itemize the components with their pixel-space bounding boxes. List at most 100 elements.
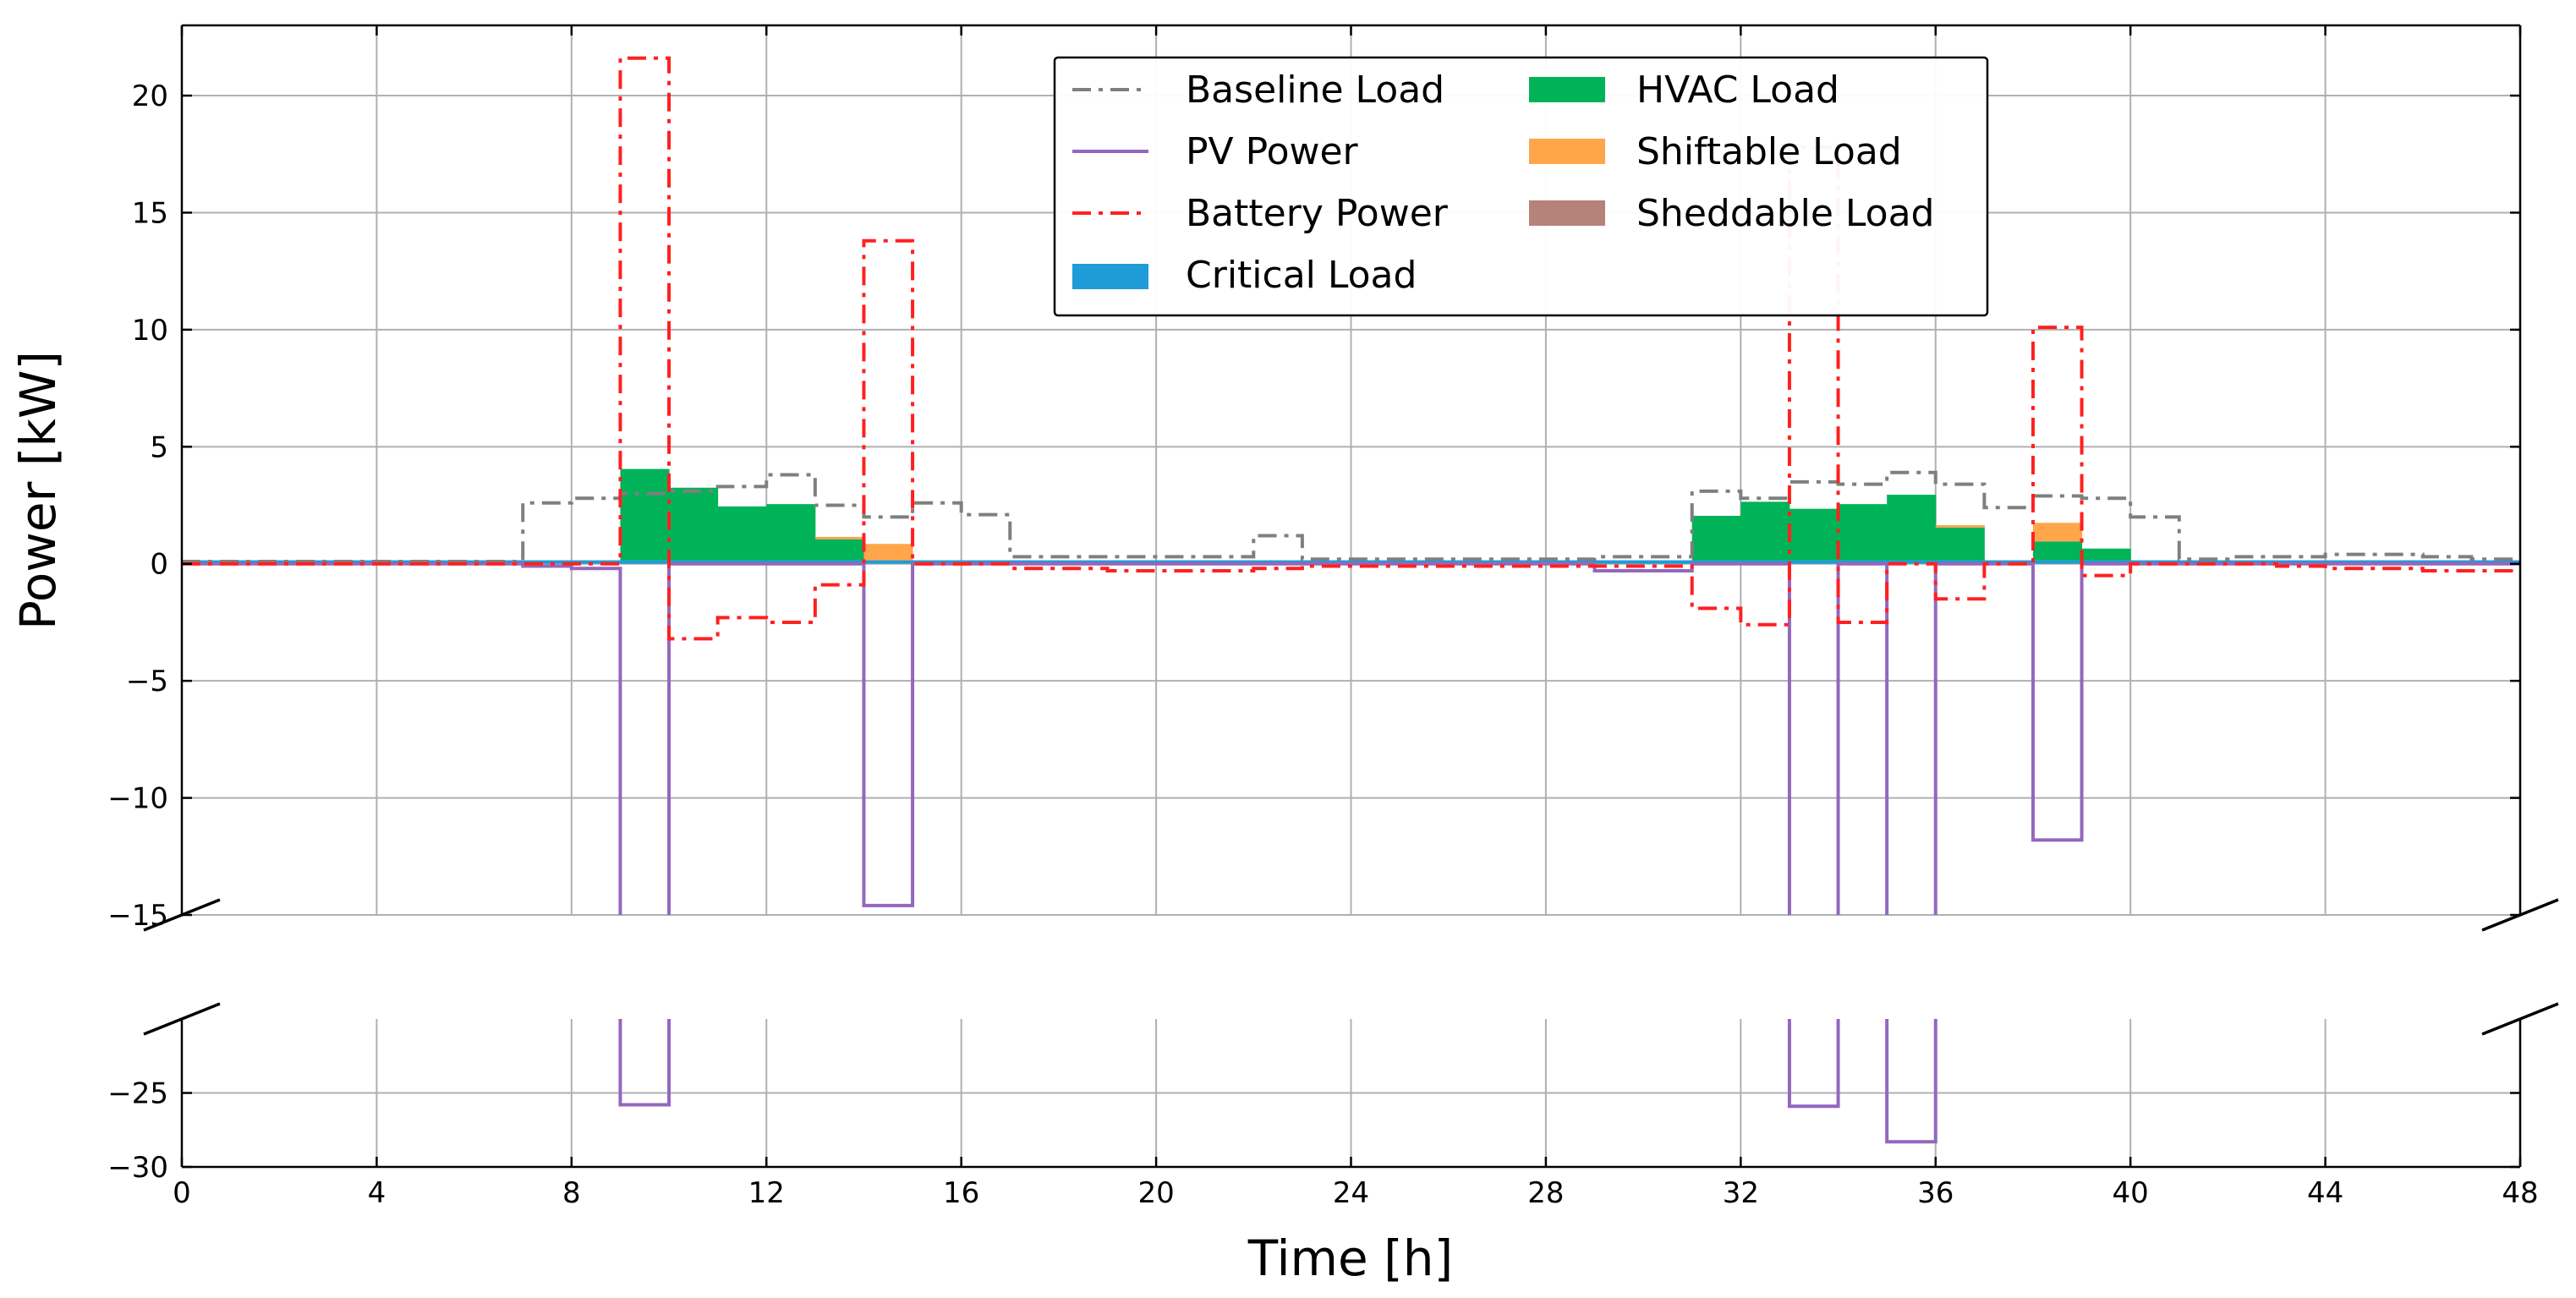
y-tick-label: −10 (107, 782, 168, 816)
line-pv-power-upper (182, 561, 2520, 915)
bar-critical-load (1058, 560, 1108, 564)
x-tick-label: 28 (1527, 1176, 1564, 1210)
bar-critical-load (230, 560, 280, 564)
bar-critical-load (1789, 560, 1839, 564)
y-tick-label: 20 (132, 79, 168, 113)
bar-critical-load (2228, 560, 2277, 564)
bar-critical-load (2081, 560, 2131, 564)
bar-critical-load (571, 560, 621, 564)
bar-hvac-load (1887, 495, 1937, 561)
bar-hvac-load (669, 487, 719, 561)
bar-critical-load (2276, 560, 2327, 564)
bar-critical-load (2422, 560, 2472, 564)
x-tick-label: 40 (2113, 1176, 2149, 1210)
bar-critical-load (2471, 560, 2521, 564)
bar-hvac-load (814, 539, 864, 561)
legend-battery-label: Battery Power (1186, 192, 1449, 235)
lines-layer (182, 56, 2520, 1144)
x-axis-title: Time [h] (1247, 1230, 1453, 1287)
bar-critical-load (182, 560, 232, 564)
legend-sheddable-swatch (1529, 200, 1605, 226)
y-tick-label: −15 (107, 899, 168, 933)
line-baseline-load-upper (182, 470, 2520, 563)
legend-critical-swatch (1072, 264, 1148, 289)
line-battery-power-upper (182, 56, 2520, 641)
y-tick-label: −25 (107, 1077, 168, 1111)
y-tick-label: 0 (150, 548, 168, 582)
legend-shiftable-label: Shiftable Load (1636, 130, 1902, 173)
bar-critical-load (1253, 560, 1303, 564)
bar-critical-load (1838, 560, 1888, 564)
bar-hvac-load (620, 468, 670, 561)
bar-critical-load (620, 560, 670, 564)
y-tick-label: 5 (150, 430, 168, 464)
bar-critical-load (1351, 560, 1400, 564)
x-tick-label: 24 (1333, 1176, 1369, 1210)
bar-shiftable-load (2032, 523, 2083, 542)
bar-critical-load (1887, 560, 1937, 564)
legend-hvac-label: HVAC Load (1636, 68, 1839, 112)
x-tick-label: 36 (1917, 1176, 1954, 1210)
bar-shiftable-load (863, 544, 913, 561)
x-tick-label: 20 (1137, 1176, 1174, 1210)
bar-hvac-load (1838, 504, 1888, 561)
bar-critical-load (669, 560, 719, 564)
bar-critical-load (1010, 560, 1060, 564)
x-tick-label: 12 (748, 1176, 785, 1210)
bar-critical-load (863, 560, 913, 564)
ticks-layer: 0 4 8 12 16 20 24 28 32 36 40 44 48−15−10−505101520−… (107, 25, 2539, 1210)
legend-sheddable-label: Sheddable Load (1636, 192, 1934, 235)
bar-critical-load (2179, 560, 2228, 564)
bar-hvac-load (766, 504, 816, 561)
bar-critical-load (2032, 560, 2083, 564)
legend-pv-label: PV Power (1186, 130, 1359, 173)
bar-critical-load (523, 560, 573, 564)
bar-critical-load (1497, 560, 1547, 564)
x-tick-label: 0 (173, 1176, 191, 1210)
axis-break-mark (2481, 1002, 2559, 1036)
bar-critical-load (2130, 560, 2180, 564)
axis-break-mark (143, 1002, 221, 1036)
bar-hvac-load (1691, 515, 1741, 561)
bar-critical-load (913, 560, 962, 564)
y-tick-label: −5 (126, 665, 168, 698)
bar-critical-load (1204, 560, 1254, 564)
bar-critical-load (1740, 560, 1790, 564)
bar-critical-load (2325, 560, 2375, 564)
bar-hvac-load (2032, 541, 2083, 561)
legend-baseline-label: Baseline Load (1186, 68, 1444, 112)
bar-critical-load (1448, 560, 1498, 564)
bar-critical-load (1643, 560, 1693, 564)
bar-hvac-load (1935, 527, 1985, 561)
bar-critical-load (1984, 560, 2034, 564)
x-tick-label: 44 (2307, 1176, 2343, 1210)
bar-critical-load (717, 560, 767, 564)
x-tick-label: 16 (943, 1176, 979, 1210)
bar-hvac-load (717, 506, 767, 561)
y-tick-label: −30 (107, 1151, 168, 1185)
bar-critical-load (1156, 560, 1206, 564)
legend-hvac-swatch (1529, 77, 1605, 102)
bar-critical-load (1691, 560, 1741, 564)
bar-critical-load (1302, 560, 1351, 564)
x-tick-label: 32 (1723, 1176, 1759, 1210)
bar-critical-load (1107, 560, 1157, 564)
bar-critical-load (1545, 560, 1596, 564)
bar-critical-load (1400, 560, 1450, 564)
legend: Baseline Load PV Power Battery Power Cri… (1053, 56, 1989, 317)
bar-critical-load (2374, 560, 2424, 564)
bar-critical-load (814, 560, 864, 564)
y-tick-label: 15 (132, 196, 168, 230)
bar-critical-load (766, 560, 816, 564)
bar-shiftable-load (814, 536, 864, 539)
bar-critical-load (961, 560, 1011, 564)
bar-shiftable-load (1935, 525, 1985, 528)
x-tick-label: 4 (368, 1176, 386, 1210)
legend-box (1053, 56, 1989, 317)
y-tick-label: 10 (132, 314, 168, 348)
bar-critical-load (1594, 560, 1644, 564)
x-tick-label: 48 (2502, 1176, 2538, 1210)
y-axis-title: Power [kW] (9, 351, 67, 630)
bar-hvac-load (1789, 508, 1839, 561)
